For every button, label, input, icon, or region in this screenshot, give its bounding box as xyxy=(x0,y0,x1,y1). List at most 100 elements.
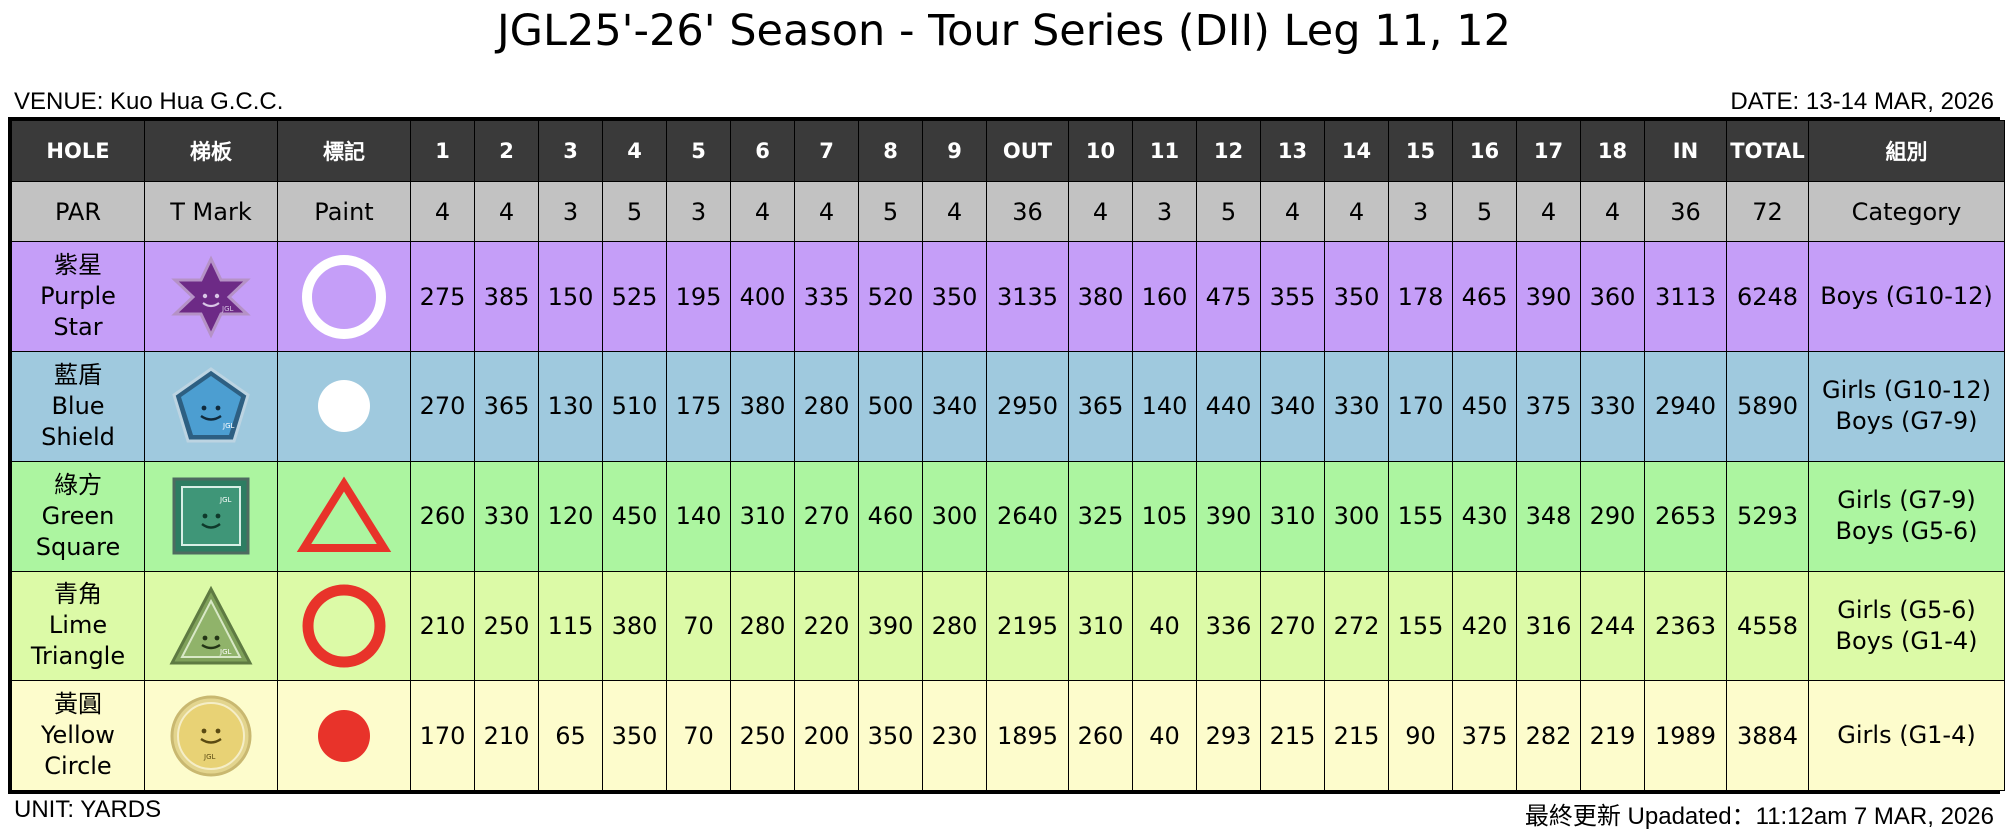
svg-text:JGL: JGL xyxy=(203,753,215,761)
header-cell: 12 xyxy=(1196,120,1261,182)
yardage-cell: 525 xyxy=(602,241,667,353)
yardage-cell: 70 xyxy=(666,680,731,791)
yardage-cell: 375 xyxy=(1452,680,1517,791)
par-row: PAR T Mark Paint 4 4 3 5 3 4 4 5 4 36 4 3 5 4 4 3 5 4 4 36 72 Ca… xyxy=(11,180,2005,243)
par-cell: 36 xyxy=(1644,180,1727,243)
category-cell: Girls (G10-12) Boys (G7-9) xyxy=(1808,351,2005,462)
tee-name-line: Blue xyxy=(51,391,105,420)
yardage-cell: 385 xyxy=(474,241,539,353)
yardage-cell: 350 xyxy=(602,680,667,791)
yardage-cell: 5890 xyxy=(1726,351,1809,462)
yardage-cell: 220 xyxy=(794,570,859,682)
yardage-cell: 390 xyxy=(858,570,923,682)
tee-row: 紫星 Purple Star JGL 275 385 150 525 195 400 335 520… xyxy=(11,241,2005,353)
header-cell: IN xyxy=(1644,120,1727,182)
yardage-cell: 219 xyxy=(1580,680,1645,791)
yardage-cell: 160 xyxy=(1132,241,1197,353)
tee-name-line: Square xyxy=(35,532,121,561)
yardage-cell: 380 xyxy=(730,351,795,462)
yardage-cell: 300 xyxy=(1324,460,1389,572)
yardage-cell: 4558 xyxy=(1726,570,1809,682)
category-cell: Girls (G5-6) Boys (G1-4) xyxy=(1808,570,2005,682)
par-cell: T Mark xyxy=(144,180,278,243)
header-row: HOLE 梯板 標記 1 2 3 4 5 6 7 8 9 OUT 10 11 12 13 14 15 16 17 18 IN… xyxy=(11,120,2005,182)
yardage-cell: 310 xyxy=(1260,460,1325,572)
yardage-cell: 2195 xyxy=(986,570,1069,682)
tee-name-cell: 藍盾 Blue Shield xyxy=(11,351,145,462)
header-cell: 14 xyxy=(1324,120,1389,182)
header-cell: 9 xyxy=(922,120,987,182)
purple-star-icon: JGL xyxy=(146,254,277,340)
yardage-cell: 6248 xyxy=(1726,241,1809,353)
yardage-cell: 210 xyxy=(410,570,475,682)
header-cell: 16 xyxy=(1452,120,1517,182)
par-cell: 5 xyxy=(1196,180,1261,243)
yardage-cell: 210 xyxy=(474,680,539,791)
par-cell: 4 xyxy=(474,180,539,243)
red-ring-icon xyxy=(279,581,410,671)
yardage-cell: 3884 xyxy=(1726,680,1809,791)
yardage-cell: 310 xyxy=(730,460,795,572)
tee-name-cell: 青角 Lime Triangle xyxy=(11,570,145,682)
tee-row: 青角 Lime Triangle JGL 210 250 115 380 70 280 220 390… xyxy=(11,570,2005,682)
par-cell: 72 xyxy=(1726,180,1809,243)
yardage-cell: 1895 xyxy=(986,680,1069,791)
yardage-cell: 300 xyxy=(922,460,987,572)
yardage-cell: 65 xyxy=(538,680,603,791)
category-line: Boys (G5-6) xyxy=(1835,517,1978,546)
tee-name-cell: 黃圓 Yellow Circle xyxy=(11,680,145,791)
par-cell: 5 xyxy=(1452,180,1517,243)
tee-mark-cell: JGL xyxy=(144,241,278,353)
tee-row: 藍盾 Blue Shield JGL 270 365 130 510 175 380 280 500 3… xyxy=(11,351,2005,462)
category-line: Boys (G10-12) xyxy=(1820,282,1993,311)
par-cell: 5 xyxy=(858,180,923,243)
date-label: DATE: 13-14 MAR, 2026 xyxy=(1730,88,1994,115)
yardage-cell: 390 xyxy=(1516,241,1581,353)
header-cell: 1 xyxy=(410,120,475,182)
yardage-cell: 520 xyxy=(858,241,923,353)
header-cell: 組別 xyxy=(1808,120,2005,182)
header-cell: 3 xyxy=(538,120,603,182)
svg-text:JGL: JGL xyxy=(219,648,231,656)
yardage-cell: 270 xyxy=(794,460,859,572)
yardage-cell: 365 xyxy=(474,351,539,462)
category-cell: Girls (G7-9) Boys (G5-6) xyxy=(1808,460,2005,572)
yardage-cell: 230 xyxy=(922,680,987,791)
par-cell: 4 xyxy=(1516,180,1581,243)
yardage-cell: 280 xyxy=(794,351,859,462)
yardage-cell: 400 xyxy=(730,241,795,353)
yardage-cell: 178 xyxy=(1388,241,1453,353)
par-cell: Paint xyxy=(277,180,411,243)
yardage-cell: 140 xyxy=(1132,351,1197,462)
yardage-cell: 280 xyxy=(922,570,987,682)
yardage-cell: 270 xyxy=(1260,570,1325,682)
yardage-cell: 90 xyxy=(1388,680,1453,791)
yardage-cell: 340 xyxy=(922,351,987,462)
yardage-cell: 155 xyxy=(1388,570,1453,682)
tee-name-line: Circle xyxy=(44,752,112,781)
yardage-cell: 290 xyxy=(1580,460,1645,572)
yardage-cell: 340 xyxy=(1260,351,1325,462)
yardage-cell: 244 xyxy=(1580,570,1645,682)
yardage-cell: 450 xyxy=(602,460,667,572)
par-cell: 4 xyxy=(1324,180,1389,243)
par-cell: 5 xyxy=(602,180,667,243)
tee-name-line: Green xyxy=(41,501,115,530)
yardage-cell: 325 xyxy=(1068,460,1133,572)
tee-name-line: Purple Star xyxy=(40,282,116,342)
paint-cell xyxy=(277,351,411,462)
updated-label: 最終更新 Upadated：11:12am 7 MAR, 2026 xyxy=(1524,803,1994,830)
yardage-cell: 3113 xyxy=(1644,241,1727,353)
yardage-cell: 250 xyxy=(730,680,795,791)
tee-name-line: 紫星 xyxy=(54,251,102,280)
tee-name-line: 青角 xyxy=(54,580,102,609)
yardage-cell: 40 xyxy=(1132,680,1197,791)
category-cell: Boys (G10-12) xyxy=(1808,241,2005,353)
yardage-cell: 380 xyxy=(602,570,667,682)
header-cell: 4 xyxy=(602,120,667,182)
tee-mark-cell: JGL xyxy=(144,460,278,572)
svg-text:JGL: JGL xyxy=(222,422,234,430)
par-cell: 3 xyxy=(1132,180,1197,243)
yardage-cell: 5293 xyxy=(1726,460,1809,572)
header-cell: 8 xyxy=(858,120,923,182)
